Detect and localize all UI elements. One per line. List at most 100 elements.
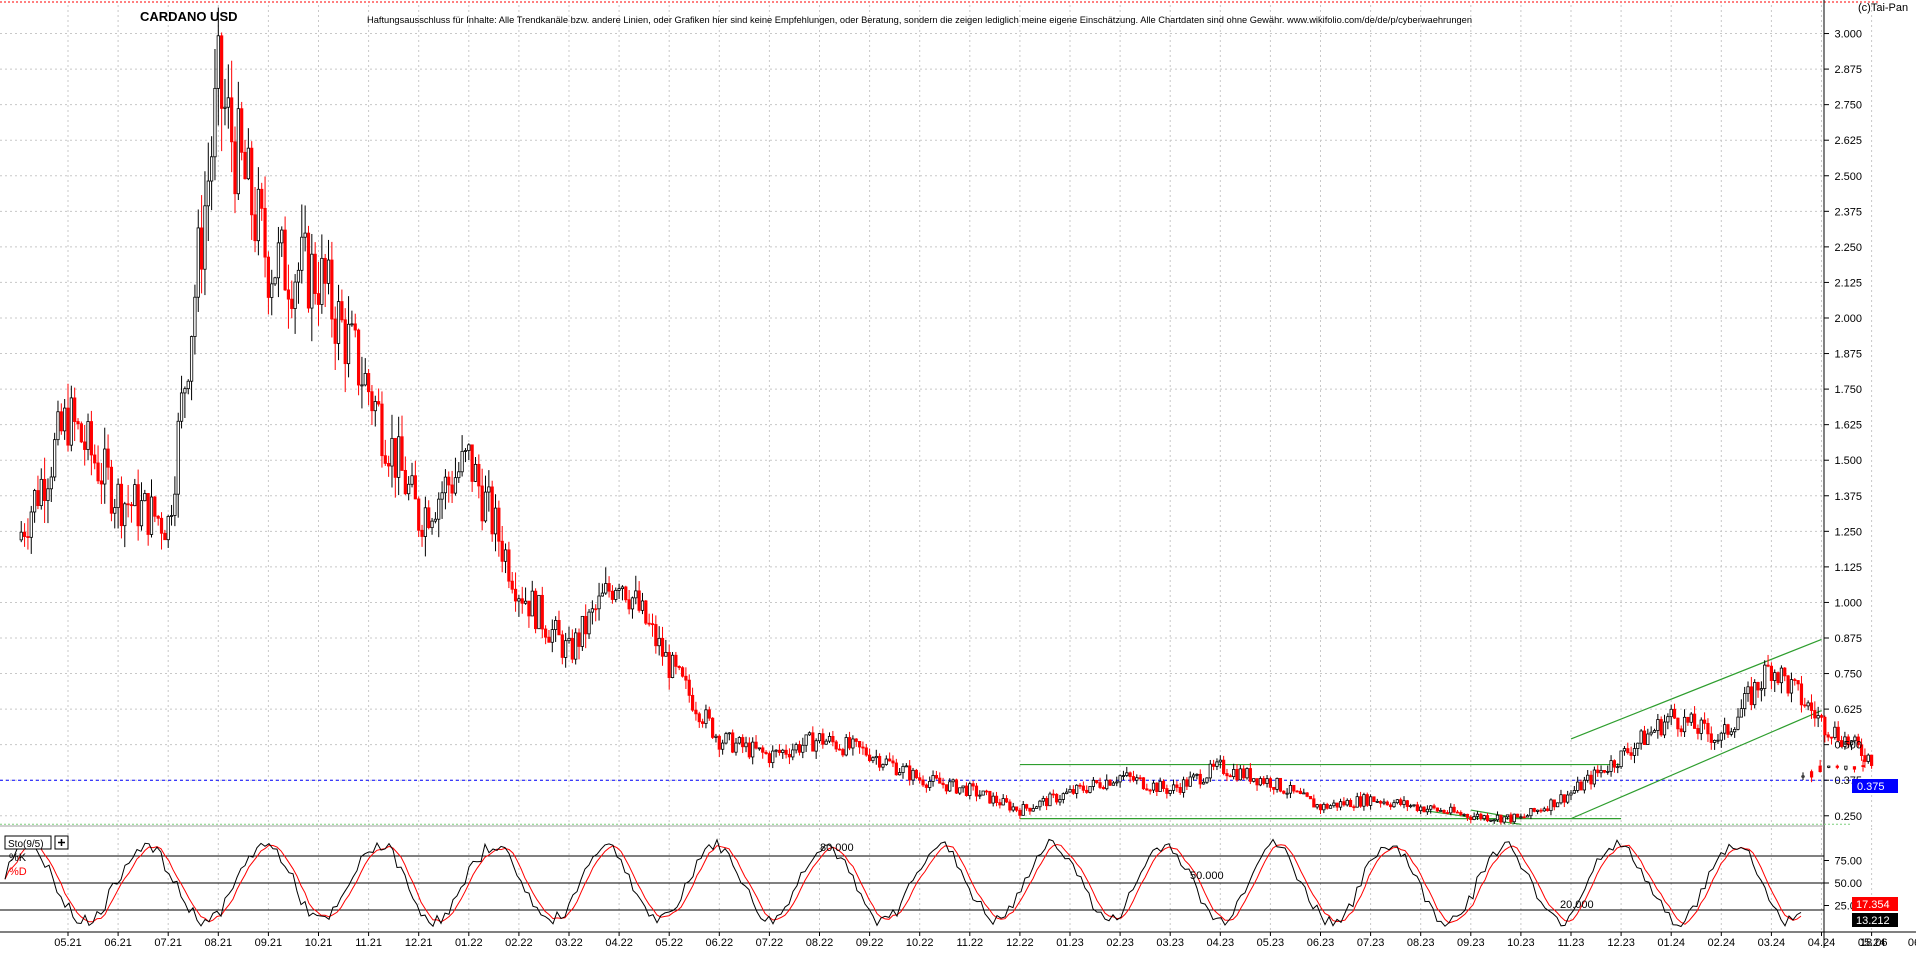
candle-body — [1729, 731, 1733, 735]
candle-body — [1783, 667, 1787, 677]
candle-body — [587, 611, 591, 635]
candle-body — [804, 734, 808, 746]
date-tick-label: 11.22 — [956, 937, 983, 948]
candle-body — [961, 785, 965, 789]
candle-body — [1262, 778, 1266, 784]
candle-body — [1115, 781, 1119, 784]
candle-body — [1622, 748, 1627, 752]
candle-body — [1542, 808, 1546, 812]
stoch-k-badge — [1852, 897, 1898, 911]
candle-body — [757, 747, 761, 750]
candle-body — [1716, 739, 1720, 742]
candle-body — [69, 397, 73, 446]
candle-body — [363, 373, 367, 386]
last-price-badge-text: 0.375 — [1857, 781, 1885, 793]
candle-body — [1125, 772, 1129, 776]
candle-body — [1706, 722, 1710, 735]
candle-body — [1268, 778, 1272, 788]
candle-body — [153, 496, 157, 517]
candle-body — [891, 760, 895, 764]
stoch-k-line — [4, 838, 1802, 928]
candle-body — [427, 507, 431, 529]
candle-body — [1325, 803, 1329, 809]
candle-body — [517, 598, 521, 602]
candle-body — [721, 742, 725, 750]
candle-body — [480, 485, 484, 522]
date-tick-label: 08.22 — [806, 937, 834, 948]
candle-body — [116, 483, 120, 509]
candle-body — [1636, 742, 1640, 749]
candle-body — [86, 421, 90, 450]
candle-body — [908, 765, 912, 781]
candle-body — [1789, 679, 1794, 694]
candle-body — [1372, 796, 1376, 803]
price-tick-label: 1.500 — [1834, 455, 1862, 467]
candle-body — [500, 540, 504, 562]
trendline-channel-lower — [1570, 709, 1822, 820]
candle-body — [1816, 715, 1820, 719]
candle-body — [534, 590, 538, 630]
candle-body — [1014, 806, 1019, 811]
candle-body — [600, 592, 605, 597]
price-tick-label: 3.000 — [1834, 29, 1862, 41]
candle-body — [741, 737, 745, 748]
candle-body — [557, 620, 561, 636]
candle-body — [751, 741, 755, 758]
candle-body — [1566, 794, 1570, 803]
candle-body — [1699, 719, 1703, 734]
candle-body — [888, 758, 892, 762]
candle-body — [914, 769, 918, 779]
candle-body — [764, 751, 768, 755]
candle-body — [1676, 717, 1680, 730]
candle-body — [774, 749, 778, 752]
candle-body — [801, 744, 805, 753]
candle-body — [654, 624, 658, 647]
date-tick-label: 07.22 — [756, 937, 784, 948]
candle-body — [1272, 786, 1276, 790]
candle-body — [574, 632, 578, 660]
candle-body — [811, 732, 815, 752]
candle-body — [240, 108, 244, 153]
candle-body — [1345, 799, 1349, 806]
candle-body — [333, 318, 337, 344]
candle-body — [1569, 792, 1573, 796]
candle-body — [1465, 813, 1470, 818]
date-tick-label: 01.24 — [1657, 937, 1685, 948]
stoch-level-label-20: 20.000 — [1560, 899, 1594, 911]
candle-body — [213, 87, 217, 158]
candle-body — [1813, 710, 1817, 719]
candle-body — [904, 765, 908, 768]
candle-body — [604, 583, 608, 594]
candle-body — [437, 498, 441, 520]
candle-body — [1228, 775, 1232, 778]
candle-body — [1602, 769, 1606, 773]
candle-body — [650, 623, 655, 626]
candle-body — [684, 675, 688, 681]
candle-body — [1439, 810, 1443, 812]
candle-body — [817, 733, 822, 742]
candle-body — [1733, 728, 1737, 733]
candle-body — [1833, 726, 1837, 738]
price-tick-label: 1.375 — [1834, 491, 1862, 503]
candle-body — [1375, 800, 1379, 803]
candle-body — [1245, 768, 1249, 779]
candle-body — [1018, 809, 1022, 816]
candle-body — [1743, 693, 1747, 710]
candle-body — [1412, 804, 1416, 807]
candle-body — [53, 439, 57, 478]
trendline-layer — [0, 638, 1852, 825]
candle-body — [1318, 804, 1323, 811]
axis-layer: 3.000 2.875 2.750 2.625 2.500 2.375 2.250 2.125… — [54, 29, 1916, 949]
candle-body — [1844, 765, 1848, 770]
candle-body — [1171, 784, 1176, 791]
candle-body — [931, 775, 935, 782]
indicator-name-box[interactable] — [4, 835, 52, 850]
date-tick-label: 06.22 — [706, 937, 734, 948]
candle-body — [236, 108, 240, 195]
candle-body — [1632, 748, 1637, 756]
date-tick-label: 09.22 — [856, 937, 884, 948]
candle-body — [537, 594, 541, 630]
candle-body — [276, 242, 281, 279]
candle-body — [340, 301, 344, 321]
